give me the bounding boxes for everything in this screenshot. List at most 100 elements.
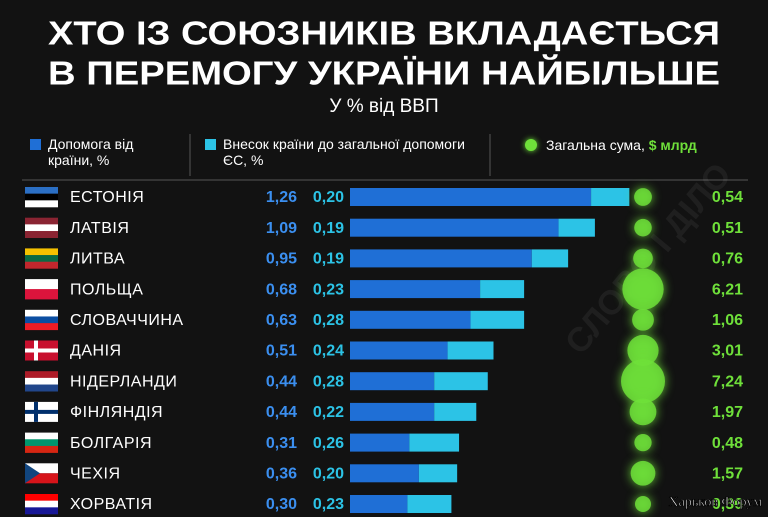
bar-segment: [480, 280, 525, 299]
total-label: 1,06: [712, 312, 743, 329]
total-label: 3,01: [712, 343, 743, 360]
bar-segment: [591, 188, 630, 206]
value-label: 0,23: [313, 496, 344, 513]
category-label: ЛИТВА: [70, 251, 125, 268]
flag-stripe: [25, 248, 58, 256]
flag-stripe: [25, 279, 58, 290]
bar-segment: [350, 280, 481, 299]
value-label: 0,23: [313, 281, 344, 298]
total-bubble: [634, 188, 652, 206]
bar-segment: [350, 310, 471, 329]
value-label: 1,26: [266, 189, 297, 206]
flag-cross: [25, 409, 58, 414]
flag-stripe: [25, 255, 58, 263]
flag: [25, 279, 58, 300]
flag-stripe: [25, 289, 58, 300]
category-label: ЕСТОНІЯ: [70, 189, 144, 206]
flag-stripe: [25, 217, 58, 225]
value-label: 0,95: [266, 251, 297, 268]
value-label: 0,44: [266, 373, 297, 390]
category-label: БОЛГАРІЯ: [70, 435, 152, 452]
category-label: ХОРВАТІЯ: [70, 496, 153, 513]
value-label: 0,19: [313, 251, 344, 268]
total-bubble: [629, 398, 657, 426]
total-label: 0,51: [712, 220, 743, 237]
bar-segment: [407, 495, 452, 513]
flag-stripe: [25, 463, 58, 474]
title-line: В ПЕРЕМОГУ УКРАЇНИ НАЙБІЛЬШЕ: [48, 54, 720, 92]
value-label: 0,19: [313, 220, 344, 237]
flag: [25, 248, 58, 269]
category-label: ФІНЛЯНДІЯ: [70, 404, 163, 421]
flag: [25, 463, 58, 484]
bar-segment: [350, 433, 410, 452]
value-label: 0,68: [266, 281, 297, 298]
value-label: 0,26: [313, 435, 344, 452]
value-label: 0,44: [266, 404, 297, 421]
bar-segment: [434, 372, 488, 391]
legend-entry: Внесок країни до загальної допомоги ЄС, …: [223, 136, 465, 168]
title-line: ХТО ІЗ СОЮЗНИКІВ ВКЛАДАЄТЬСЯ: [48, 15, 720, 52]
total-bubble: [633, 248, 653, 269]
bar-segment: [350, 218, 559, 237]
value-label: 1,09: [266, 220, 297, 237]
category-label: ЧЕХІЯ: [70, 466, 121, 483]
bar-segment: [350, 249, 532, 268]
flag-stripe: [25, 316, 58, 324]
flag-cross: [25, 348, 58, 353]
total-bubble: [627, 334, 659, 367]
flag: [25, 217, 58, 238]
flag: [25, 494, 58, 515]
legend-swatch: [205, 139, 216, 150]
legend-unit: $ млрд: [648, 137, 697, 153]
flag-stripe: [25, 323, 58, 331]
legend-entry: Загальна сума, $ млрд: [546, 137, 697, 153]
total-bubble: [634, 495, 652, 513]
flag-stripe: [25, 193, 58, 201]
flag-stripe: [25, 500, 58, 508]
total-label: 0,76: [712, 251, 743, 268]
flag-stripe: [25, 494, 58, 501]
bar-segment: [470, 310, 525, 329]
value-label: 0,36: [266, 466, 297, 483]
category-label: СЛОВАЧЧИНА: [70, 312, 184, 329]
total-label: 1,57: [712, 466, 743, 483]
bar-segment: [558, 218, 595, 237]
flag-stripe: [25, 377, 58, 385]
legend-text: Загальна сума,: [546, 137, 645, 153]
bar-segment: [350, 402, 435, 421]
value-label: 0,51: [266, 343, 297, 360]
category-label: НІДЕРЛАНДИ: [70, 373, 177, 390]
total-bubble: [634, 218, 652, 237]
value-label: 0,31: [266, 435, 297, 452]
category-label: ДАНІЯ: [70, 343, 122, 360]
flag: [25, 340, 58, 361]
value-label: 0,63: [266, 312, 297, 329]
flag-stripe: [25, 507, 58, 515]
flag-stripe: [25, 432, 58, 440]
flag: [25, 432, 58, 453]
flag-stripe: [25, 439, 58, 447]
flag-stripe: [25, 200, 58, 208]
value-label: 0,28: [313, 312, 344, 329]
flag-stripe: [25, 187, 58, 194]
flag: [25, 401, 58, 422]
total-bubble: [630, 460, 656, 486]
bar-segment: [350, 341, 448, 360]
value-label: 0,28: [313, 373, 344, 390]
total-bubble: [634, 433, 652, 452]
total-bubble: [632, 308, 654, 331]
total-label: 6,21: [712, 281, 743, 298]
bar-segment: [350, 372, 435, 391]
total-label: 7,24: [712, 373, 743, 390]
subtitle: У % від ВВП: [329, 96, 438, 117]
value-label: 0,22: [313, 404, 344, 421]
watermark: Харьков Форум: [669, 495, 763, 510]
bar-segment: [447, 341, 494, 360]
category-label: ПОЛЬЩА: [70, 281, 143, 298]
value-label: 0,30: [266, 496, 297, 513]
total-bubble: [621, 359, 665, 404]
legend-swatch: [30, 139, 41, 150]
